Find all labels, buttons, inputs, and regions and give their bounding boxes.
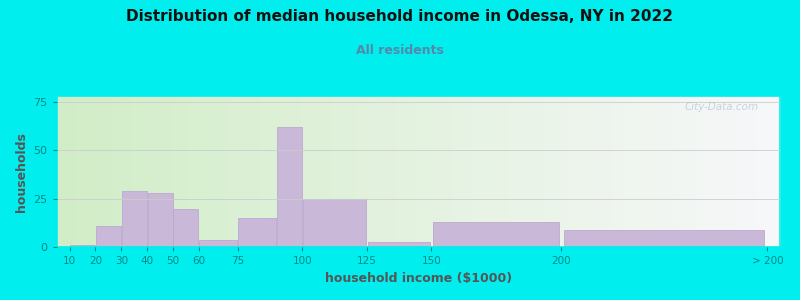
Bar [147,193,173,248]
Bar [70,245,95,247]
Text: Distribution of median household income in Odessa, NY in 2022: Distribution of median household income … [126,9,674,24]
Y-axis label: households: households [15,132,28,211]
Bar [199,240,237,248]
Bar [564,230,764,248]
Bar [174,208,198,247]
Bar [122,191,146,247]
Bar [303,199,366,248]
Text: City-Data.com: City-Data.com [685,102,758,112]
Bar [368,242,430,248]
X-axis label: household income ($1000): household income ($1000) [325,272,512,285]
Bar [96,226,121,247]
Bar [434,222,558,248]
Text: All residents: All residents [356,44,444,56]
Bar [277,127,302,248]
Bar [238,218,276,248]
